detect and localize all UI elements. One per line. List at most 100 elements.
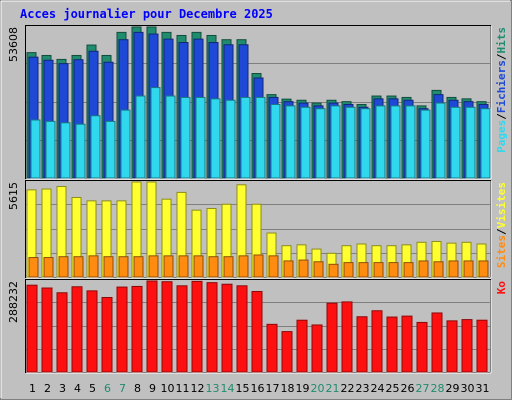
bar-pages-day-13 (210, 98, 221, 179)
bar-pages-day-20 (315, 108, 326, 179)
bar-sites-day-29 (448, 260, 459, 278)
bar-sites-day-2 (43, 257, 54, 278)
bar-ko-day-24 (371, 310, 383, 373)
bar-ko-day-22 (341, 301, 353, 373)
bar-sites-day-5 (88, 255, 99, 278)
bar-ko-day-8 (131, 285, 143, 373)
day-label-20: 20 (311, 382, 325, 395)
bar-sites-day-8 (133, 256, 144, 278)
day-label-28: 28 (431, 382, 445, 395)
bar-ko-day-20 (311, 324, 323, 373)
bar-sites-day-1 (28, 257, 39, 278)
bar-pages-day-4 (75, 123, 86, 179)
bar-ko-day-2 (41, 287, 53, 373)
panel-hits-files-pages-legend: Pages/Fichiers/Hits (495, 27, 508, 153)
day-label-13: 13 (206, 382, 220, 395)
bar-ko-day-26 (401, 315, 413, 373)
day-label-22: 22 (341, 382, 355, 395)
bar-pages-day-5 (90, 115, 101, 179)
bar-sites-day-9 (148, 255, 159, 278)
panel-kb-max-label: 288232 (7, 281, 20, 323)
bar-sites-day-3 (58, 256, 69, 278)
panel-kb-legend-item-0: Ko (495, 281, 508, 295)
bar-sites-day-24 (373, 262, 384, 278)
bar-pages-day-30 (465, 106, 476, 179)
bar-ko-day-15 (236, 285, 248, 373)
day-label-17: 17 (266, 382, 280, 395)
day-label-31: 31 (476, 382, 490, 395)
bar-pages-day-29 (450, 106, 461, 179)
bar-sites-day-22 (343, 262, 354, 278)
day-label-7: 7 (119, 382, 126, 395)
bar-pages-day-24 (375, 105, 386, 179)
bar-ko-day-14 (221, 283, 233, 373)
bar-ko-day-5 (86, 290, 98, 373)
bar-pages-day-15 (240, 96, 251, 179)
bar-ko-day-9 (146, 280, 158, 373)
bar-ko-day-13 (206, 282, 218, 373)
bar-sites-day-14 (223, 256, 234, 278)
bar-ko-day-27 (416, 321, 428, 373)
panel-hits-files-pages-legend-item-2: Fichiers (495, 60, 508, 113)
bar-ko-day-10 (161, 281, 173, 373)
bar-pages-day-3 (60, 122, 71, 179)
day-label-3: 3 (59, 382, 66, 395)
bar-sites-day-31 (478, 260, 489, 278)
bar-pages-day-23 (360, 108, 371, 179)
day-label-26: 26 (401, 382, 415, 395)
bar-pages-day-9 (150, 87, 161, 179)
bar-sites-day-28 (433, 261, 444, 278)
bar-sites-day-21 (328, 263, 339, 278)
bar-pages-day-14 (225, 99, 236, 179)
bar-sites-day-11 (178, 255, 189, 278)
panel-hits-files-pages-legend-item-0: Pages (495, 120, 508, 153)
panel-visits-sites-legend-item-2: Visites (495, 182, 508, 228)
bar-ko-day-12 (191, 280, 203, 373)
bar-pages-day-7 (120, 109, 131, 179)
bar-pages-day-12 (195, 96, 206, 179)
bar-ko-day-23 (356, 316, 368, 373)
day-label-12: 12 (191, 382, 205, 395)
panel-visits-sites-legend: Sites/Visites (495, 182, 508, 268)
bar-sites-day-27 (418, 260, 429, 278)
bar-pages-day-25 (390, 105, 401, 179)
day-label-9: 9 (149, 382, 156, 395)
day-label-23: 23 (356, 382, 370, 395)
bar-ko-day-11 (176, 285, 188, 373)
bar-sites-day-23 (358, 262, 369, 278)
bar-ko-day-28 (431, 312, 443, 373)
bar-ko-day-3 (56, 292, 68, 373)
panel-visits-sites-legend-item-1: / (495, 228, 508, 235)
day-label-8: 8 (134, 382, 141, 395)
bar-ko-day-31 (476, 319, 488, 373)
bar-pages-day-26 (405, 105, 416, 179)
bar-ko-day-30 (461, 319, 473, 373)
day-label-19: 19 (296, 382, 310, 395)
day-label-11: 11 (176, 382, 190, 395)
bar-ko-day-17 (266, 323, 278, 373)
panel-hits-files-pages-legend-item-1: / (495, 113, 508, 120)
bar-pages-day-8 (135, 95, 146, 179)
bar-sites-day-15 (238, 255, 249, 278)
bar-ko-day-1 (26, 284, 38, 373)
day-label-24: 24 (371, 382, 385, 395)
day-label-1: 1 (29, 382, 36, 395)
bar-sites-day-12 (193, 255, 204, 278)
bar-pages-day-22 (345, 106, 356, 179)
day-label-16: 16 (251, 382, 265, 395)
day-label-10: 10 (161, 382, 175, 395)
panel-kb-legend: Ko (495, 281, 508, 295)
day-label-27: 27 (416, 382, 430, 395)
bar-sites-day-7 (118, 256, 129, 278)
day-label-14: 14 (221, 382, 235, 395)
bar-sites-day-13 (208, 256, 219, 278)
bar-ko-day-6 (101, 296, 113, 373)
bar-pages-day-27 (420, 109, 431, 179)
bar-ko-day-19 (296, 319, 308, 373)
bar-sites-day-20 (313, 261, 324, 278)
bar-ko-day-25 (386, 316, 398, 373)
bar-ko-day-4 (71, 286, 83, 373)
panel-hits-files-pages-max-label: 53608 (7, 27, 20, 62)
